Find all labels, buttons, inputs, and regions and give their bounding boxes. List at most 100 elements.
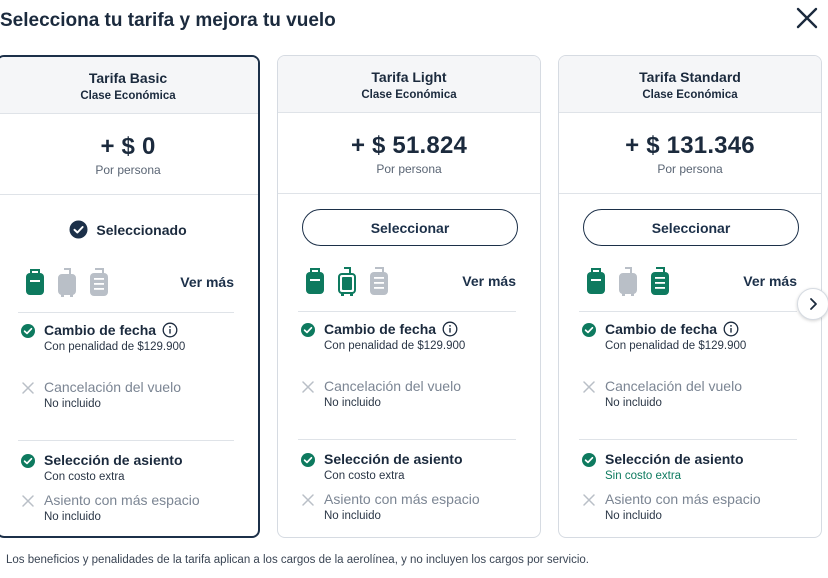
fare-name: Tarifa Basic (88, 70, 168, 86)
bag-item (649, 266, 671, 296)
divider (298, 311, 516, 312)
fare-card-header: Tarifa Light Clase Económica (278, 56, 540, 113)
bag-item (24, 267, 46, 297)
personal-item-icon (587, 268, 605, 294)
feature-title: Asiento con más espacio (605, 491, 761, 507)
fare-card[interactable]: Tarifa Light Clase Económica + $ 51.824 Por… (277, 55, 541, 538)
check-circle-icon (582, 453, 596, 467)
fare-price: + $ 0 (100, 133, 156, 160)
fare-card-header: Tarifa Standard Clase Económica (559, 56, 821, 113)
cabin-bag-icon (58, 268, 76, 297)
fare-feature: Cancelación del vuelo No incluido (581, 378, 811, 409)
ver-mas-link[interactable]: Ver más (462, 273, 516, 289)
fare-feature: Selección de asiento Con costo extra (300, 451, 530, 482)
feature-title: Cancelación del vuelo (605, 378, 742, 394)
check-circle-icon (21, 324, 35, 338)
feature-title: Cancelación del vuelo (44, 379, 181, 395)
feature-title-text: Cancelación del vuelo (44, 379, 181, 395)
checked-bag-icon (90, 268, 108, 296)
fare-name: Tarifa Standard (639, 69, 741, 85)
bag-item (336, 266, 358, 296)
per-person-label: Por persona (95, 163, 161, 177)
feature-title-text: Cambio de fecha (605, 321, 718, 337)
bag-item (56, 267, 78, 297)
personal-item-icon (306, 268, 324, 294)
ver-mas-link[interactable]: Ver más (743, 273, 797, 289)
fare-card[interactable]: Tarifa Standard Clase Económica + $ 131.34… (558, 55, 822, 538)
divider (579, 439, 797, 440)
feature-detail: No incluido (605, 510, 662, 522)
personal-item-icon (26, 269, 44, 295)
feature-detail: No incluido (324, 397, 381, 409)
check-circle-icon (21, 454, 35, 468)
info-icon[interactable] (442, 321, 458, 337)
feature-title-text: Selección de asiento (605, 451, 744, 467)
bag-item (304, 266, 326, 296)
fare-price: + $ 131.346 (625, 132, 755, 159)
feature-title: Selección de asiento (44, 452, 183, 468)
fare-feature: Asiento con más espacio No incluido (20, 492, 248, 523)
fare-price-box: + $ 131.346 Por persona (559, 113, 821, 194)
fare-feature: Cambio de fecha Con penalidad de $129.900 (581, 321, 811, 352)
x-icon (22, 495, 34, 507)
feature-detail: Con penalidad de $129.900 (605, 340, 747, 352)
close-button[interactable] (793, 6, 821, 32)
fare-feature: Selección de asiento Con costo extra (20, 452, 248, 483)
fare-feature: Asiento con más espacio No incluido (300, 491, 530, 522)
ver-mas-link[interactable]: Ver más (180, 274, 234, 290)
feature-title-text: Asiento con más espacio (44, 492, 200, 508)
bag-item (368, 266, 390, 296)
fare-feature: Cambio de fecha Con penalidad de $129.900 (20, 322, 248, 353)
info-icon[interactable] (162, 322, 178, 338)
fare-feature: Cancelación del vuelo No incluido (300, 378, 530, 409)
fare-price-box: + $ 0 Por persona (0, 114, 258, 195)
page-title: Selecciona tu tarifa y mejora tu vuelo (0, 10, 336, 31)
fare-card-header: Tarifa Basic Clase Económica (0, 57, 258, 114)
feature-title-text: Selección de asiento (324, 451, 463, 467)
select-fare-button[interactable]: Seleccionar (302, 209, 518, 246)
x-icon (302, 381, 314, 393)
fare-class: Clase Económica (642, 89, 738, 101)
feature-title-text: Cancelación del vuelo (605, 378, 742, 394)
fare-name: Tarifa Light (371, 69, 447, 85)
feature-title-text: Asiento con más espacio (324, 491, 480, 507)
baggage-icons (585, 266, 671, 296)
chevron-right-icon (810, 298, 817, 310)
checked-bag-icon (370, 267, 388, 295)
feature-title: Cancelación del vuelo (324, 378, 461, 394)
next-fare-button[interactable] (797, 288, 828, 320)
check-circle-icon (582, 323, 596, 337)
check-circle-icon (301, 323, 315, 337)
check-circle-icon (301, 453, 315, 467)
cabin-bag-icon (338, 267, 356, 296)
fare-feature: Cambio de fecha Con penalidad de $129.900 (300, 321, 530, 352)
baggage-icons (304, 266, 390, 296)
feature-title: Cambio de fecha (324, 321, 465, 337)
divider (298, 439, 516, 440)
x-icon (302, 494, 314, 506)
fare-class: Clase Económica (361, 89, 457, 101)
feature-detail: Con penalidad de $129.900 (324, 340, 466, 352)
x-icon (583, 381, 595, 393)
info-icon[interactable] (723, 321, 739, 337)
per-person-label: Por persona (376, 162, 442, 176)
bag-item (88, 267, 110, 297)
fare-footnote: Los beneficios y penalidades de la tarif… (6, 554, 590, 566)
feature-detail: No incluido (44, 511, 101, 523)
divider (18, 440, 234, 441)
bag-item (585, 266, 607, 296)
feature-title: Asiento con más espacio (324, 491, 480, 507)
feature-title: Asiento con más espacio (44, 492, 200, 508)
per-person-label: Por persona (657, 162, 723, 176)
feature-title-text: Selección de asiento (44, 452, 183, 468)
fare-class: Clase Económica (80, 90, 176, 102)
fare-feature: Selección de asiento Sin costo extra (581, 451, 811, 482)
fare-price-box: + $ 51.824 Por persona (278, 113, 540, 194)
fare-card[interactable]: Tarifa Basic Clase Económica + $ 0 Por pers… (0, 55, 260, 538)
selected-label: Seleccionado (96, 221, 187, 238)
feature-title: Cambio de fecha (44, 322, 185, 338)
feature-title-text: Cambio de fecha (44, 322, 157, 338)
feature-detail: No incluido (605, 397, 662, 409)
select-fare-button[interactable]: Seleccionar (583, 209, 799, 246)
feature-detail: Sin costo extra (605, 470, 682, 482)
